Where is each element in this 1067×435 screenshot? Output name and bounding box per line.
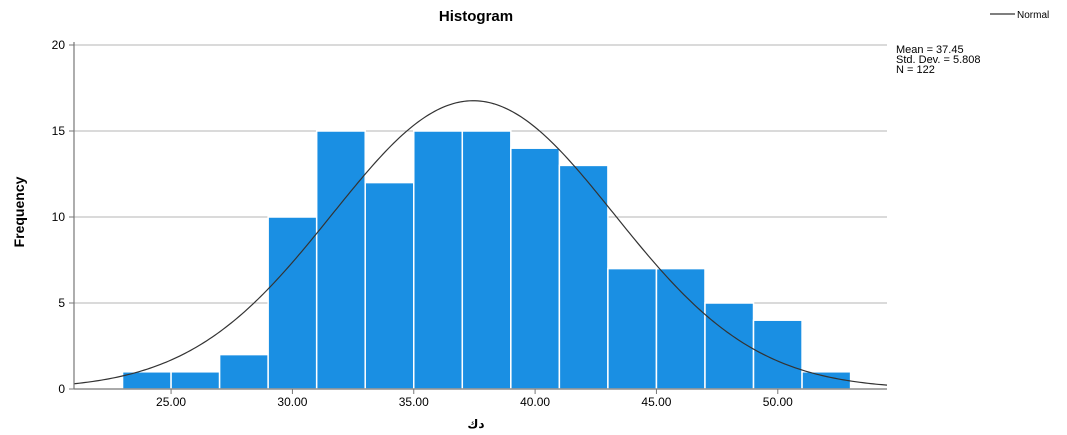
x-tick-label: 50.00 <box>763 395 793 409</box>
y-tick-label: 10 <box>52 210 66 224</box>
histogram-bar <box>170 371 221 390</box>
y-tick-label: 0 <box>58 382 65 396</box>
y-tick-label: 5 <box>58 296 65 310</box>
axes <box>73 42 887 390</box>
x-axis-label: دك <box>467 417 484 431</box>
y-tick-label: 15 <box>52 124 66 138</box>
y-axis-label: Frequency <box>11 176 27 247</box>
histogram-bar <box>413 130 464 390</box>
y-axis-ticks: 0 5 10 15 20 <box>52 38 74 396</box>
summary-stats: Mean = 37.45 Std. Dev. = 5.808 N = 122 <box>896 44 981 76</box>
x-tick-label: 40.00 <box>520 395 550 409</box>
histogram-bar <box>510 147 561 390</box>
stat-n: N = 122 <box>896 64 935 76</box>
x-tick-label: 25.00 <box>156 395 186 409</box>
histogram-bar <box>364 181 415 390</box>
stat-std-dev: Std. Dev. = 5.808 <box>896 54 981 66</box>
normal-curve <box>73 100 888 386</box>
y-tick-label: 20 <box>52 38 66 52</box>
histogram-bar <box>752 319 803 390</box>
histogram-bar <box>558 164 609 390</box>
histogram-bars <box>121 130 852 390</box>
x-tick-label: 45.00 <box>641 395 671 409</box>
legend-label-normal: Normal <box>1017 10 1049 21</box>
histogram-bar <box>461 130 512 390</box>
chart-title: Histogram <box>439 8 513 25</box>
histogram-bar <box>607 267 658 390</box>
stat-mean: Mean = 37.45 <box>896 44 964 56</box>
histogram-bar <box>655 267 706 390</box>
x-axis-ticks: 25.00 30.00 35.00 40.00 45.00 50.00 <box>156 389 793 409</box>
histogram-bar <box>315 130 366 390</box>
legend: Normal <box>990 10 1049 21</box>
x-tick-label: 35.00 <box>399 395 429 409</box>
histogram-bar <box>704 302 755 390</box>
x-tick-label: 30.00 <box>277 395 307 409</box>
histogram-bar <box>218 353 269 390</box>
